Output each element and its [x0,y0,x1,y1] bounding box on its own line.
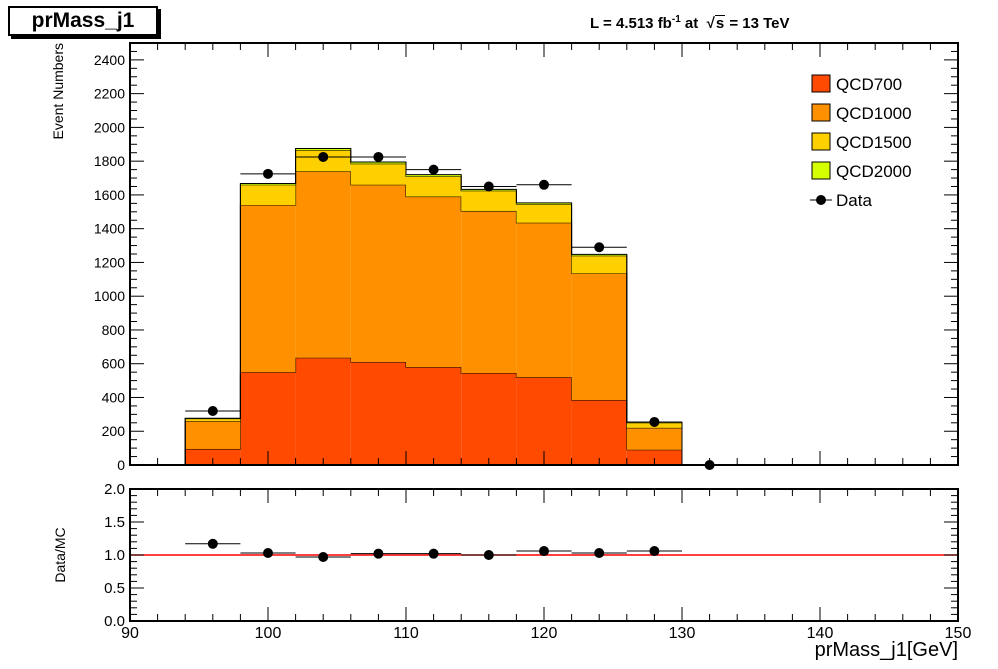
bar-qcd700-6 [461,373,517,465]
bar-qcd700-9 [626,449,682,465]
legend-label-qcd2000: QCD2000 [836,162,912,181]
main-ytick-label-7: 1400 [94,221,125,237]
legend-label-qcd1000: QCD1000 [836,104,912,123]
ratio-ylabel: Data/MC [52,527,68,582]
data-point-6 [539,179,549,190]
ratio-xtick-label-2: 110 [393,625,419,642]
legend-data-marker [816,195,826,205]
main-ytick-label-12: 2400 [94,52,125,68]
ratio-xtick-label-0: 90 [121,625,139,642]
bar-qcd1000-8 [571,273,627,401]
bar-qcd700-4 [350,362,406,465]
ratio-xtick-label-1: 100 [255,625,282,642]
main-ytick-label-3: 600 [102,356,126,372]
ratio-point-1 [263,548,273,559]
ratio-ytick-label-0: 0.0 [104,613,125,630]
legend-label-data: Data [836,191,872,210]
bar-qcd1500-7 [516,204,572,223]
ratio-xtick-label-4: 130 [669,625,696,642]
ratio-point-6 [539,546,549,557]
ratio-xtick-label-3: 120 [531,625,558,642]
lumi-exponent: -1 [671,14,681,25]
ratio-panel: 0.0 0.5 1.0 1.5 2.0 90 100 110 120 130 140 150 Data/… [52,481,971,661]
lumi-suffix: = 13 TeV [725,15,790,32]
bar-qcd1000-7 [516,222,572,378]
bar-qcd2000-7 [516,202,572,205]
legend-label-qcd700: QCD700 [836,75,902,94]
main-ytick-label-0: 0 [117,457,125,473]
main-ytick-label-2: 400 [102,389,126,405]
legend-swatch-qcd1500 [811,132,831,151]
bar-qcd2000-3 [295,148,351,151]
bar-qcd700-5 [406,367,462,465]
main-ytick-label-11: 2200 [94,86,125,102]
bar-qcd2000-4 [350,162,406,164]
legend-swatch-qcd700 [811,74,831,93]
legend-label-qcd1500: QCD1500 [836,133,912,152]
bar-qcd2000-5 [406,174,462,177]
ratio-ytick-label-3: 1.5 [104,514,125,531]
ratio-point-3 [373,548,384,559]
ratio-point-5 [483,550,494,560]
luminosity-label: L = 4.513 fb-1 at √s = 13 TeV [590,14,790,32]
plot-title: prMass_j1 [8,6,158,36]
sqrt-icon: √ [706,15,715,32]
ratio-point-4 [428,548,439,559]
bar-qcd1000-4 [350,184,406,363]
ratio-point-0 [207,538,218,549]
main-ytick-label-5: 1000 [94,288,125,304]
main-ytick-label-9: 1800 [94,153,125,169]
ratio-xtick-label-5: 140 [807,625,834,642]
bar-qcd1500-1 [185,418,241,422]
data-point-8 [649,416,660,427]
bar-qcd700-8 [571,400,627,465]
data-point-2 [318,151,329,162]
ratio-point-7 [594,548,605,559]
bar-qcd2000-2 [240,183,296,185]
data-point-1 [263,168,273,179]
bar-qcd1000-1 [185,421,241,449]
ratio-xtick-label-6: 150 [945,625,972,642]
main-ytick-label-1: 200 [102,423,126,439]
bar-qcd700-7 [516,377,572,465]
bar-qcd1500-8 [571,255,627,274]
data-point-3 [373,151,384,162]
data-point-4 [428,164,439,175]
legend-swatch-qcd2000 [811,161,831,180]
data-point-5 [483,181,494,192]
bar-qcd1000-3 [295,171,351,358]
ratio-point-2 [318,551,329,562]
lumi-root: s [714,15,726,32]
ratio-ytick-label-2: 1.0 [104,547,125,564]
main-ytick-label-10: 2000 [94,119,125,135]
bar-qcd1500-4 [350,163,406,185]
main-ytick-label-8: 1600 [94,187,125,203]
bar-qcd700-3 [295,357,351,465]
main-ylabel: Event Numbers [50,43,66,139]
bar-qcd700-2 [240,372,296,465]
bar-qcd1000-5 [406,196,462,368]
bar-qcd1000-2 [240,205,296,373]
xlabel: prMass_j1[GeV] [815,639,958,661]
bar-qcd1000-6 [461,210,517,374]
bar-qcd2000-8 [571,254,627,256]
bar-qcd1500-5 [406,176,462,197]
main-ytick-label-6: 1200 [94,254,125,270]
legend-swatch-qcd1000 [811,103,831,122]
ratio-ytick-label-1: 0.5 [104,580,125,597]
main-panel: 0 200 400 600 800 1000 1200 1400 1600 1800 2000 220… [50,42,959,473]
bar-qcd1000-9 [626,427,682,450]
main-ytick-label-4: 800 [102,322,126,338]
lumi-prefix: L = 4.513 fb [590,15,672,32]
data-point-0 [207,405,218,416]
lumi-middle: at [680,15,707,32]
ratio-point-8 [649,546,660,557]
ratio-ytick-label-4: 2.0 [104,481,125,498]
data-point-7 [594,242,605,253]
bar-qcd700-1 [185,448,241,465]
bar-qcd1500-2 [240,184,296,206]
bar-qcd1500-6 [461,190,517,211]
